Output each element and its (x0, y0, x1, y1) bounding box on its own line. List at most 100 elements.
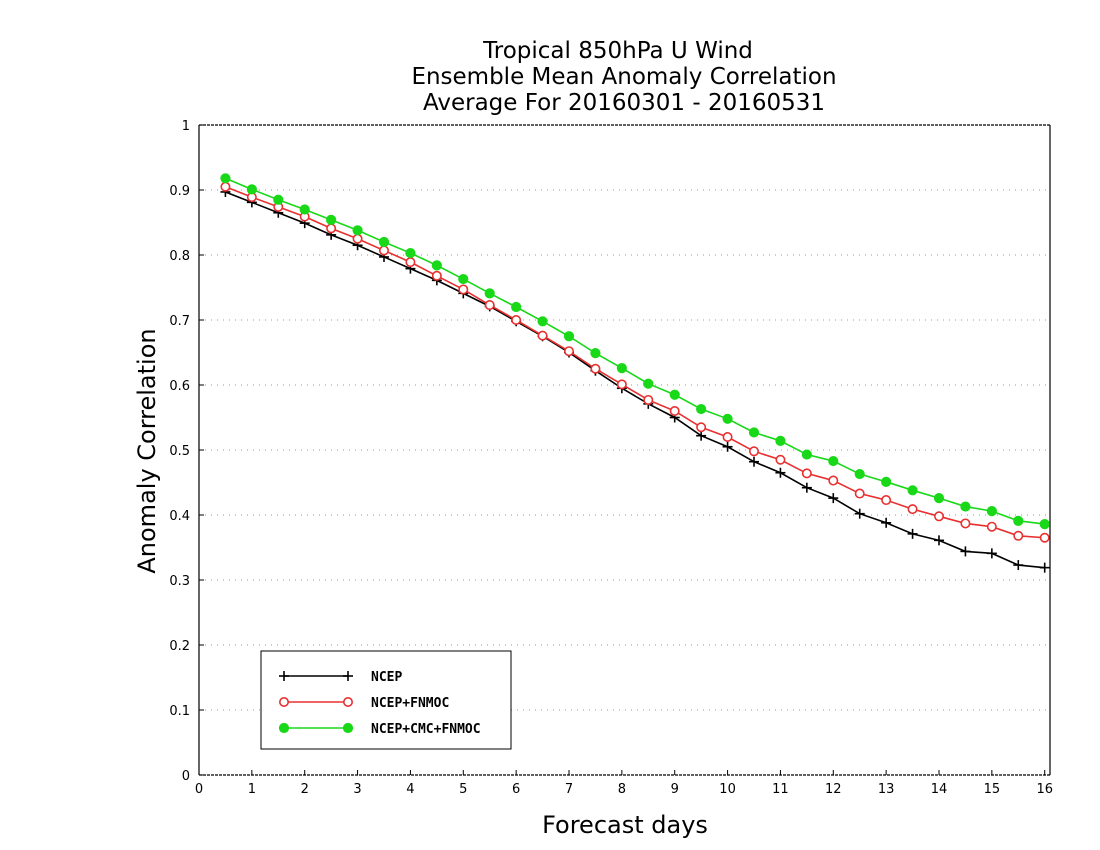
y-tick-label-7: 0.7 (169, 314, 190, 329)
series-1-point-31 (1039, 532, 1050, 543)
y-tick-label-5: 0.5 (169, 444, 190, 459)
series-0-point-21 (775, 467, 786, 478)
series-0-point-28 (960, 546, 971, 557)
x-tick-label-2: 2 (301, 782, 309, 797)
series-2-point-15 (616, 363, 627, 374)
x-tick-label-6: 6 (512, 782, 520, 797)
series-1-point-7 (405, 257, 416, 268)
series-2-point-28 (960, 501, 971, 512)
y-tick-label-1: 0.1 (169, 704, 190, 719)
x-tick-label-7: 7 (565, 782, 573, 797)
x-tick-label-13: 13 (878, 782, 895, 797)
series-0-line (225, 191, 1045, 569)
series-0-point-18 (696, 430, 707, 441)
series-2-point-19 (722, 413, 733, 424)
series-2-point-21 (775, 435, 786, 446)
y-tick-label-0: 0 (182, 769, 190, 784)
legend-marker-end-2 (342, 722, 354, 734)
series-2-point-13 (563, 331, 575, 342)
grid-lines (199, 189, 1050, 711)
series-0-point-29 (986, 548, 997, 559)
series-0-point-19 (722, 441, 733, 452)
legend-label-2: NCEP+CMC+FNMOC (371, 722, 481, 737)
series-2-point-20 (748, 427, 760, 438)
y-tick-label-9: 0.9 (169, 184, 190, 199)
x-tick-label-3: 3 (353, 782, 361, 797)
series-1-point-18 (696, 422, 707, 433)
series-1-point-17 (669, 405, 680, 416)
legend-marker-start-1 (278, 696, 289, 707)
chart-title-line-1: Tropical 850hPa U Wind (482, 38, 753, 64)
x-tick-label-15: 15 (984, 782, 1001, 797)
series-2-point-25 (881, 476, 892, 487)
legend-marker-start-0 (279, 671, 289, 681)
legend: NCEP NCEP+FNMOC NCEP+CMC+FNMOC (260, 650, 512, 750)
series-2-point-9 (458, 273, 469, 285)
series-1-point-5 (352, 233, 363, 244)
series-0-point-22 (801, 482, 812, 493)
series-1-point-10 (484, 300, 495, 311)
y-tick-label-6: 0.6 (169, 379, 190, 394)
series-2-point-24 (854, 468, 865, 480)
x-tick-label-4: 4 (406, 782, 414, 797)
legend-label-0: NCEP (371, 670, 402, 685)
series-1-point-14 (590, 363, 601, 374)
series-2 (220, 173, 1050, 530)
series-1-point-0 (220, 181, 231, 192)
series-0-point-30 (1013, 560, 1024, 571)
series-2-point-23 (828, 455, 839, 467)
series-1-point-11 (511, 314, 522, 325)
y-axis-label: Anomaly Correlation (133, 328, 161, 573)
series-2-point-5 (352, 225, 363, 236)
series-0-point-20 (749, 456, 759, 467)
series-2-point-18 (696, 403, 707, 415)
series-1-point-20 (748, 446, 759, 457)
series-2-point-14 (590, 348, 601, 359)
x-tick-label-11: 11 (772, 782, 789, 797)
chart-title: Tropical 850hPa U Wind Ensemble Mean Ano… (411, 38, 836, 116)
series-1-point-4 (326, 223, 337, 234)
y-tick-label-10: 1 (182, 119, 190, 134)
series-1-point-15 (616, 379, 627, 390)
series-0-point-25 (881, 517, 892, 528)
series-0-point-24 (854, 508, 865, 519)
series-1-point-23 (828, 475, 839, 486)
x-tick-label-8: 8 (618, 782, 626, 797)
series-1-line (225, 186, 1045, 539)
x-tick-label-9: 9 (671, 782, 679, 797)
y-tick-label-8: 0.8 (169, 249, 190, 264)
series-1-point-27 (933, 511, 944, 522)
y-tick-label-2: 0.2 (169, 639, 190, 654)
series-2-point-31 (1039, 519, 1050, 530)
legend-label-1: NCEP+FNMOC (371, 696, 449, 711)
series-2-point-8 (431, 260, 442, 271)
series-1 (220, 181, 1050, 543)
series-2-point-4 (326, 214, 337, 225)
series-2-point-29 (986, 506, 997, 517)
series-1-point-19 (722, 431, 733, 442)
series-2-point-30 (1013, 515, 1024, 526)
series-1-point-25 (881, 495, 892, 506)
series-1-point-6 (378, 245, 389, 256)
legend-marker-end-0 (343, 671, 353, 681)
series-1-point-21 (775, 454, 786, 465)
x-tick-label-14: 14 (931, 782, 948, 797)
x-tick-label-1: 1 (248, 782, 256, 797)
series-1-point-28 (960, 518, 971, 529)
x-tick-label-16: 16 (1036, 782, 1053, 797)
series-2-point-6 (378, 236, 390, 248)
chart-title-line-3: Average For 20160301 - 20160531 (423, 90, 825, 116)
series-1-point-30 (1013, 530, 1024, 541)
series-2-point-26 (907, 485, 918, 496)
chart-title-line-2: Ensemble Mean Anomaly Correlation (411, 64, 836, 90)
series-2-point-0 (220, 173, 231, 184)
x-axis-label: Forecast days (542, 811, 708, 839)
series-2-point-11 (511, 301, 522, 313)
series-1-point-29 (986, 521, 997, 532)
x-tick-label-12: 12 (825, 782, 842, 797)
series-2-point-17 (669, 389, 680, 400)
series-2-point-10 (484, 288, 495, 299)
x-tick-label-5: 5 (459, 782, 467, 797)
legend-box (260, 650, 512, 750)
